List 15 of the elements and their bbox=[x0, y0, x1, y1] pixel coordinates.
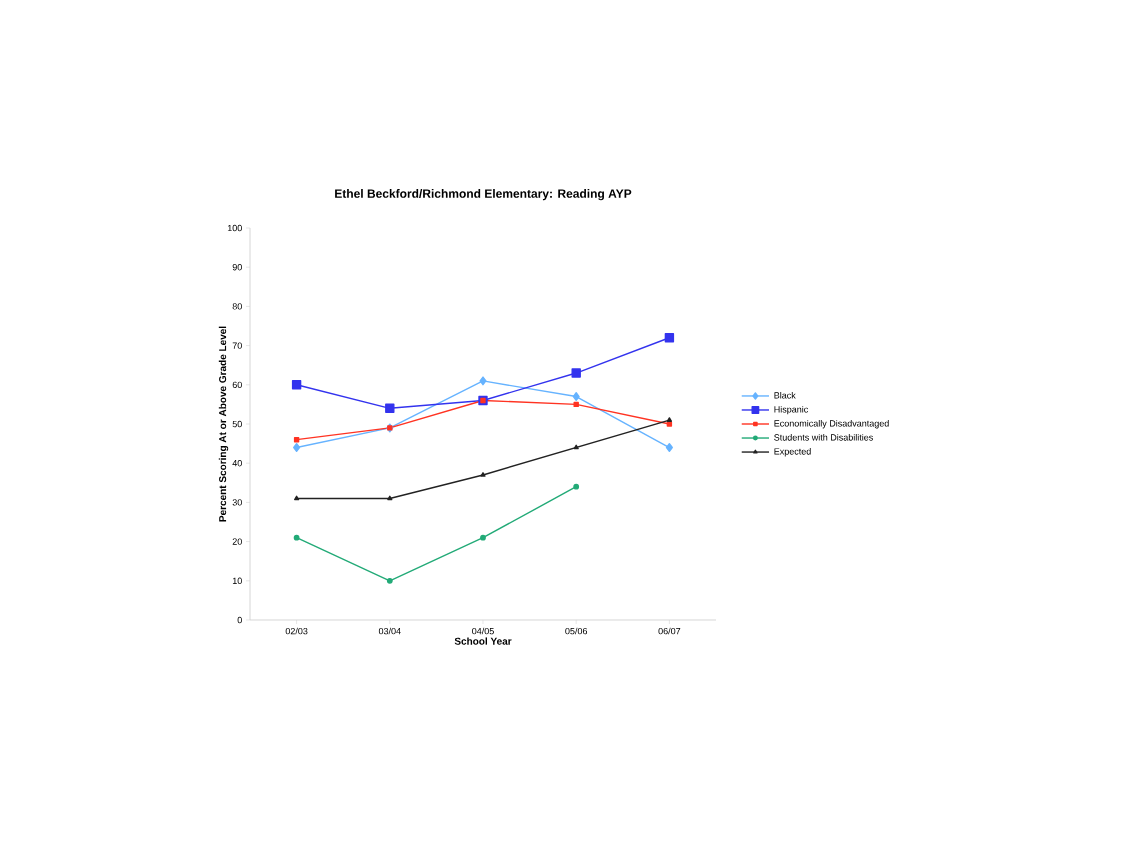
point bbox=[664, 333, 675, 343]
point bbox=[480, 534, 486, 541]
point bbox=[572, 392, 580, 402]
point bbox=[293, 436, 300, 443]
point bbox=[479, 376, 487, 386]
point bbox=[573, 401, 579, 408]
point bbox=[666, 421, 673, 427]
point bbox=[573, 483, 580, 490]
point bbox=[571, 368, 581, 378]
point bbox=[291, 380, 302, 390]
point bbox=[293, 443, 301, 453]
point bbox=[386, 577, 393, 584]
point bbox=[665, 443, 673, 453]
point bbox=[385, 403, 395, 414]
point bbox=[293, 534, 300, 541]
